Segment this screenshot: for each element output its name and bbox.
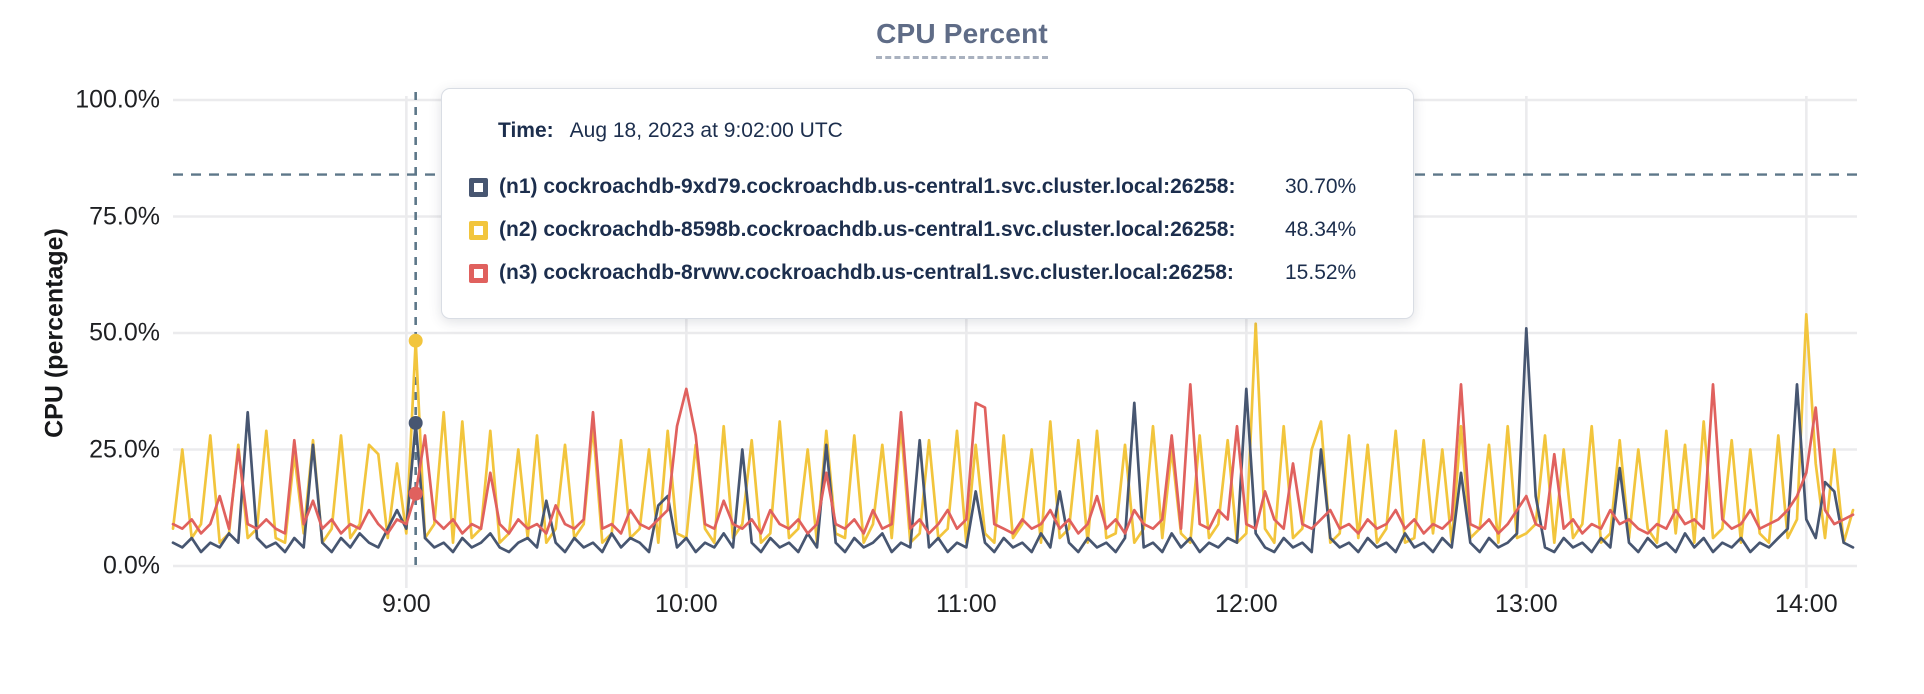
tooltip-time-value: Aug 18, 2023 at 9:02:00 UTC <box>569 119 843 142</box>
tooltip-series-value: 48.34% <box>1285 218 1357 241</box>
y-tick-100.0%: 100.0% <box>75 85 160 114</box>
series-swatch-icon-n2 <box>469 220 488 240</box>
hover-point-n2 <box>408 333 423 348</box>
x-tick-10:00: 10:00 <box>655 590 718 618</box>
x-tick-11:00: 11:00 <box>935 590 997 618</box>
tooltip-time-row: Time: Aug 18, 2023 at 9:02:00 UTC <box>498 118 1413 144</box>
hover-tooltip: Time: Aug 18, 2023 at 9:02:00 UTC (n1) co… <box>441 88 1414 319</box>
tooltip-series-label: (n1) cockroachdb-9xd79.cockroachdb.us-ce… <box>499 175 1236 198</box>
tooltip-series-value: 15.52% <box>1285 261 1357 284</box>
y-tick-25.0%: 25.0% <box>89 435 160 463</box>
tooltip-series-row-n3: (n3) cockroachdb-8rvwv.cockroachdb.us-ce… <box>469 260 1413 286</box>
hover-point-n3 <box>408 486 423 501</box>
x-tick-13:00: 13:00 <box>1495 590 1558 618</box>
tooltip-series-row-n1: (n1) cockroachdb-9xd79.cockroachdb.us-ce… <box>469 174 1413 200</box>
series-swatch-icon-n3 <box>469 263 488 283</box>
tooltip-series-value: 30.70% <box>1285 175 1357 198</box>
series-swatch-icon-n1 <box>469 177 488 197</box>
x-tick-12:00: 12:00 <box>1215 590 1278 618</box>
chart-title[interactable]: CPU Percent <box>0 18 1924 59</box>
hover-point-n1 <box>408 415 423 430</box>
y-tick-75.0%: 75.0% <box>89 202 160 230</box>
series-line-n1[interactable] <box>171 326 1855 554</box>
chart-title-text[interactable]: CPU Percent <box>876 18 1048 59</box>
x-tick-14:00: 14:00 <box>1775 590 1838 618</box>
series-line-n3[interactable] <box>171 382 1855 535</box>
tooltip-series-label: (n3) cockroachdb-8rvwv.cockroachdb.us-ce… <box>499 261 1234 284</box>
series-line-n2[interactable] <box>171 313 1855 545</box>
tooltip-series-label: (n2) cockroachdb-8598b.cockroachdb.us-ce… <box>499 218 1236 241</box>
y-tick-0.0%: 0.0% <box>103 551 160 580</box>
tooltip-series-row-n2: (n2) cockroachdb-8598b.cockroachdb.us-ce… <box>469 217 1413 243</box>
x-tick-9:00: 9:00 <box>381 590 431 618</box>
y-tick-50.0%: 50.0% <box>89 318 160 347</box>
tooltip-time-label: Time: <box>498 119 554 142</box>
